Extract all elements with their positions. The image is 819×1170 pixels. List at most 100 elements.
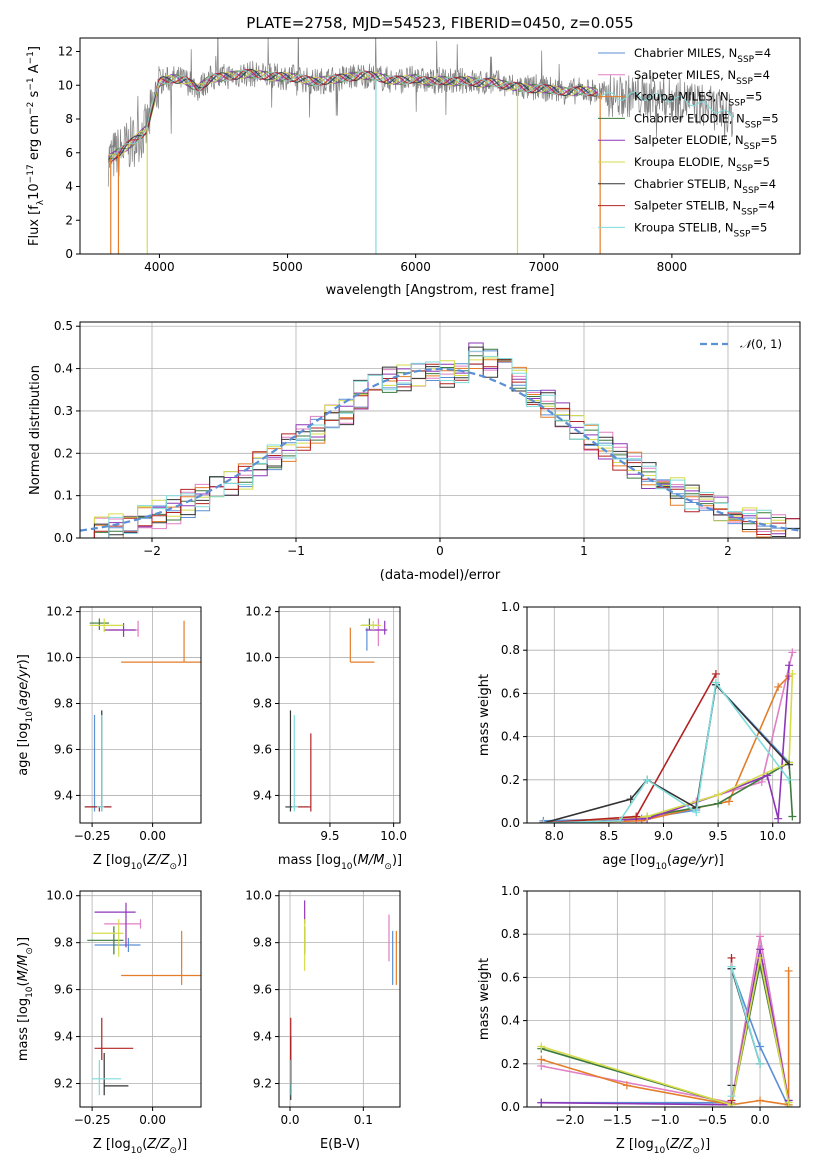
axes-0: 4000 5000 6000 7000 8000 0 2 4 6 8 10 12 [58,37,801,274]
y-axis-label: age [log10(age/yr)] [16,654,35,776]
x-tick-label: 9.5 [709,829,728,843]
x-tick-label: −0.5 [698,1113,727,1127]
weight-line [541,936,790,1104]
x-tick-label: −1 [287,544,305,558]
y-tick-label: 0.2 [501,773,520,787]
plot-area [537,932,793,1107]
y-tick-label: 9.2 [253,1077,272,1091]
weight-line [543,673,717,823]
weight-marker [757,777,766,786]
weight-marker [643,775,652,784]
y-tick-label: 6 [65,146,73,160]
y-tick-label: 0.8 [501,643,520,657]
y-tick-label: 0.6 [501,970,520,984]
weight-marker [785,760,794,769]
axes-1: −2 −1 0 1 2 0.0 0.1 0.2 0.3 0.4 0.5 [54,319,801,558]
axes-frame [79,606,202,824]
model-line [107,70,598,161]
axes-5: −0.25 0.00 9.2 9.4 9.6 9.8 10.0 [46,889,202,1127]
weight-marker [756,932,765,941]
y-tick-label: 2 [65,213,73,227]
residual-histogram [80,350,800,538]
y-axis-label: Normed distribution [28,365,43,495]
y-tick-label: 9.4 [54,1030,73,1044]
weight-marker [784,966,793,975]
x-tick-label: 0.1 [354,1113,373,1127]
axes-6: 0.0 0.1 9.2 9.4 9.6 9.8 10.0 [245,889,401,1127]
x-tick-label: −2.0 [555,1113,584,1127]
y-tick-label: 8 [65,112,73,126]
y-tick-label: 9.6 [253,742,272,756]
y-tick-label: 12 [58,45,73,59]
legend-label: 𝒩(0, 1) [740,337,782,351]
x-tick-label: 9.0 [654,829,673,843]
y-tick-label: 9.4 [54,788,73,802]
model-line [108,68,598,161]
axes-2: −0.25 0.00 9.4 9.6 9.8 10.0 10.2 [46,605,202,843]
y-tick-label: 0 [65,247,73,261]
weight-line [543,673,794,823]
model-line [108,68,598,160]
y-tick-label: 10.2 [245,605,272,619]
y-tick-label: 10 [58,78,73,92]
legend-label: Chabrier ELODIE, NSSP=5 [634,111,779,130]
y-tick-label: 9.8 [253,936,272,950]
x-axis-label: wavelength [Angstrom, rest frame] [326,283,555,298]
legend: Chabrier MILES, NSSP=4 Salpeter MILES, NS… [598,46,779,239]
x-tick-label: 2 [724,544,732,558]
weight-marker [756,1096,765,1105]
weight-marker [643,812,652,821]
x-tick-label: 9.5 [320,829,339,843]
y-tick-label: 0.4 [501,1014,520,1028]
y-tick-label: 0.0 [501,1100,520,1114]
weight-marker [784,1098,793,1107]
plot-area [84,618,201,812]
weight-marker [788,648,797,657]
y-tick-label: 10.0 [46,889,73,903]
x-tick-label: −2 [143,544,161,558]
weight-marker [537,1098,546,1107]
x-axis-label: age [log10(age/yr)] [602,853,724,872]
model-line [108,68,598,163]
y-tick-label: 9.6 [54,983,73,997]
weight-marker [788,812,797,821]
plot-area [289,900,397,1100]
weight-marker [756,953,765,962]
weight-line [543,683,790,823]
axes-frame [526,890,801,1108]
y-tick-label: 0.0 [501,816,520,830]
legend-label: Salpeter STELIB, NSSP=4 [634,199,775,218]
y-tick-label: 0.2 [501,1057,520,1071]
axes-frame [278,606,401,824]
axes-4: 8.0 8.5 9.0 9.5 10.0 0.0 0.2 0.4 0.6 0.8 1.0 [501,600,801,843]
legend: 𝒩(0, 1) [700,337,782,351]
x-tick-label: 0.0 [751,1113,770,1127]
y-tick-label: 0.3 [54,404,73,418]
x-tick-label: 6000 [400,260,431,274]
y-tick-label: 0.2 [54,446,73,460]
x-tick-label: 8.0 [545,829,564,843]
x-tick-label: −1.0 [650,1113,679,1127]
x-tick-label: 10.0 [759,829,786,843]
legend-label: Salpeter MILES, NSSP=4 [634,68,770,87]
legend-label: Kroupa MILES, NSSP=5 [634,90,762,109]
weight-line [543,680,790,823]
weight-marker [692,808,701,817]
weight-marker [714,790,723,799]
y-tick-label: 9.6 [54,742,73,756]
weight-marker [615,816,624,823]
weight-marker [785,661,794,670]
weight-marker [537,1042,546,1051]
weight-marker [774,814,783,823]
x-axis-label: Z [log10(Z/Z⊙)] [93,853,187,872]
legend-label: Salpeter ELODIE, NSSP=5 [634,133,777,152]
weight-marker [756,945,765,954]
legend-label: Kroupa STELIB, NSSP=5 [634,220,767,239]
weight-marker [632,812,641,821]
model-line [108,69,598,157]
x-tick-label: 4000 [144,260,175,274]
weight-marker [756,1042,765,1051]
x-axis-label: E(B-V) [320,1137,360,1152]
plot-area [107,38,734,254]
axes-7: −2.0 −1.5 −1.0 −0.5 0.0 0.0 0.2 0.4 0.6 0.8 1.0 [501,884,801,1127]
